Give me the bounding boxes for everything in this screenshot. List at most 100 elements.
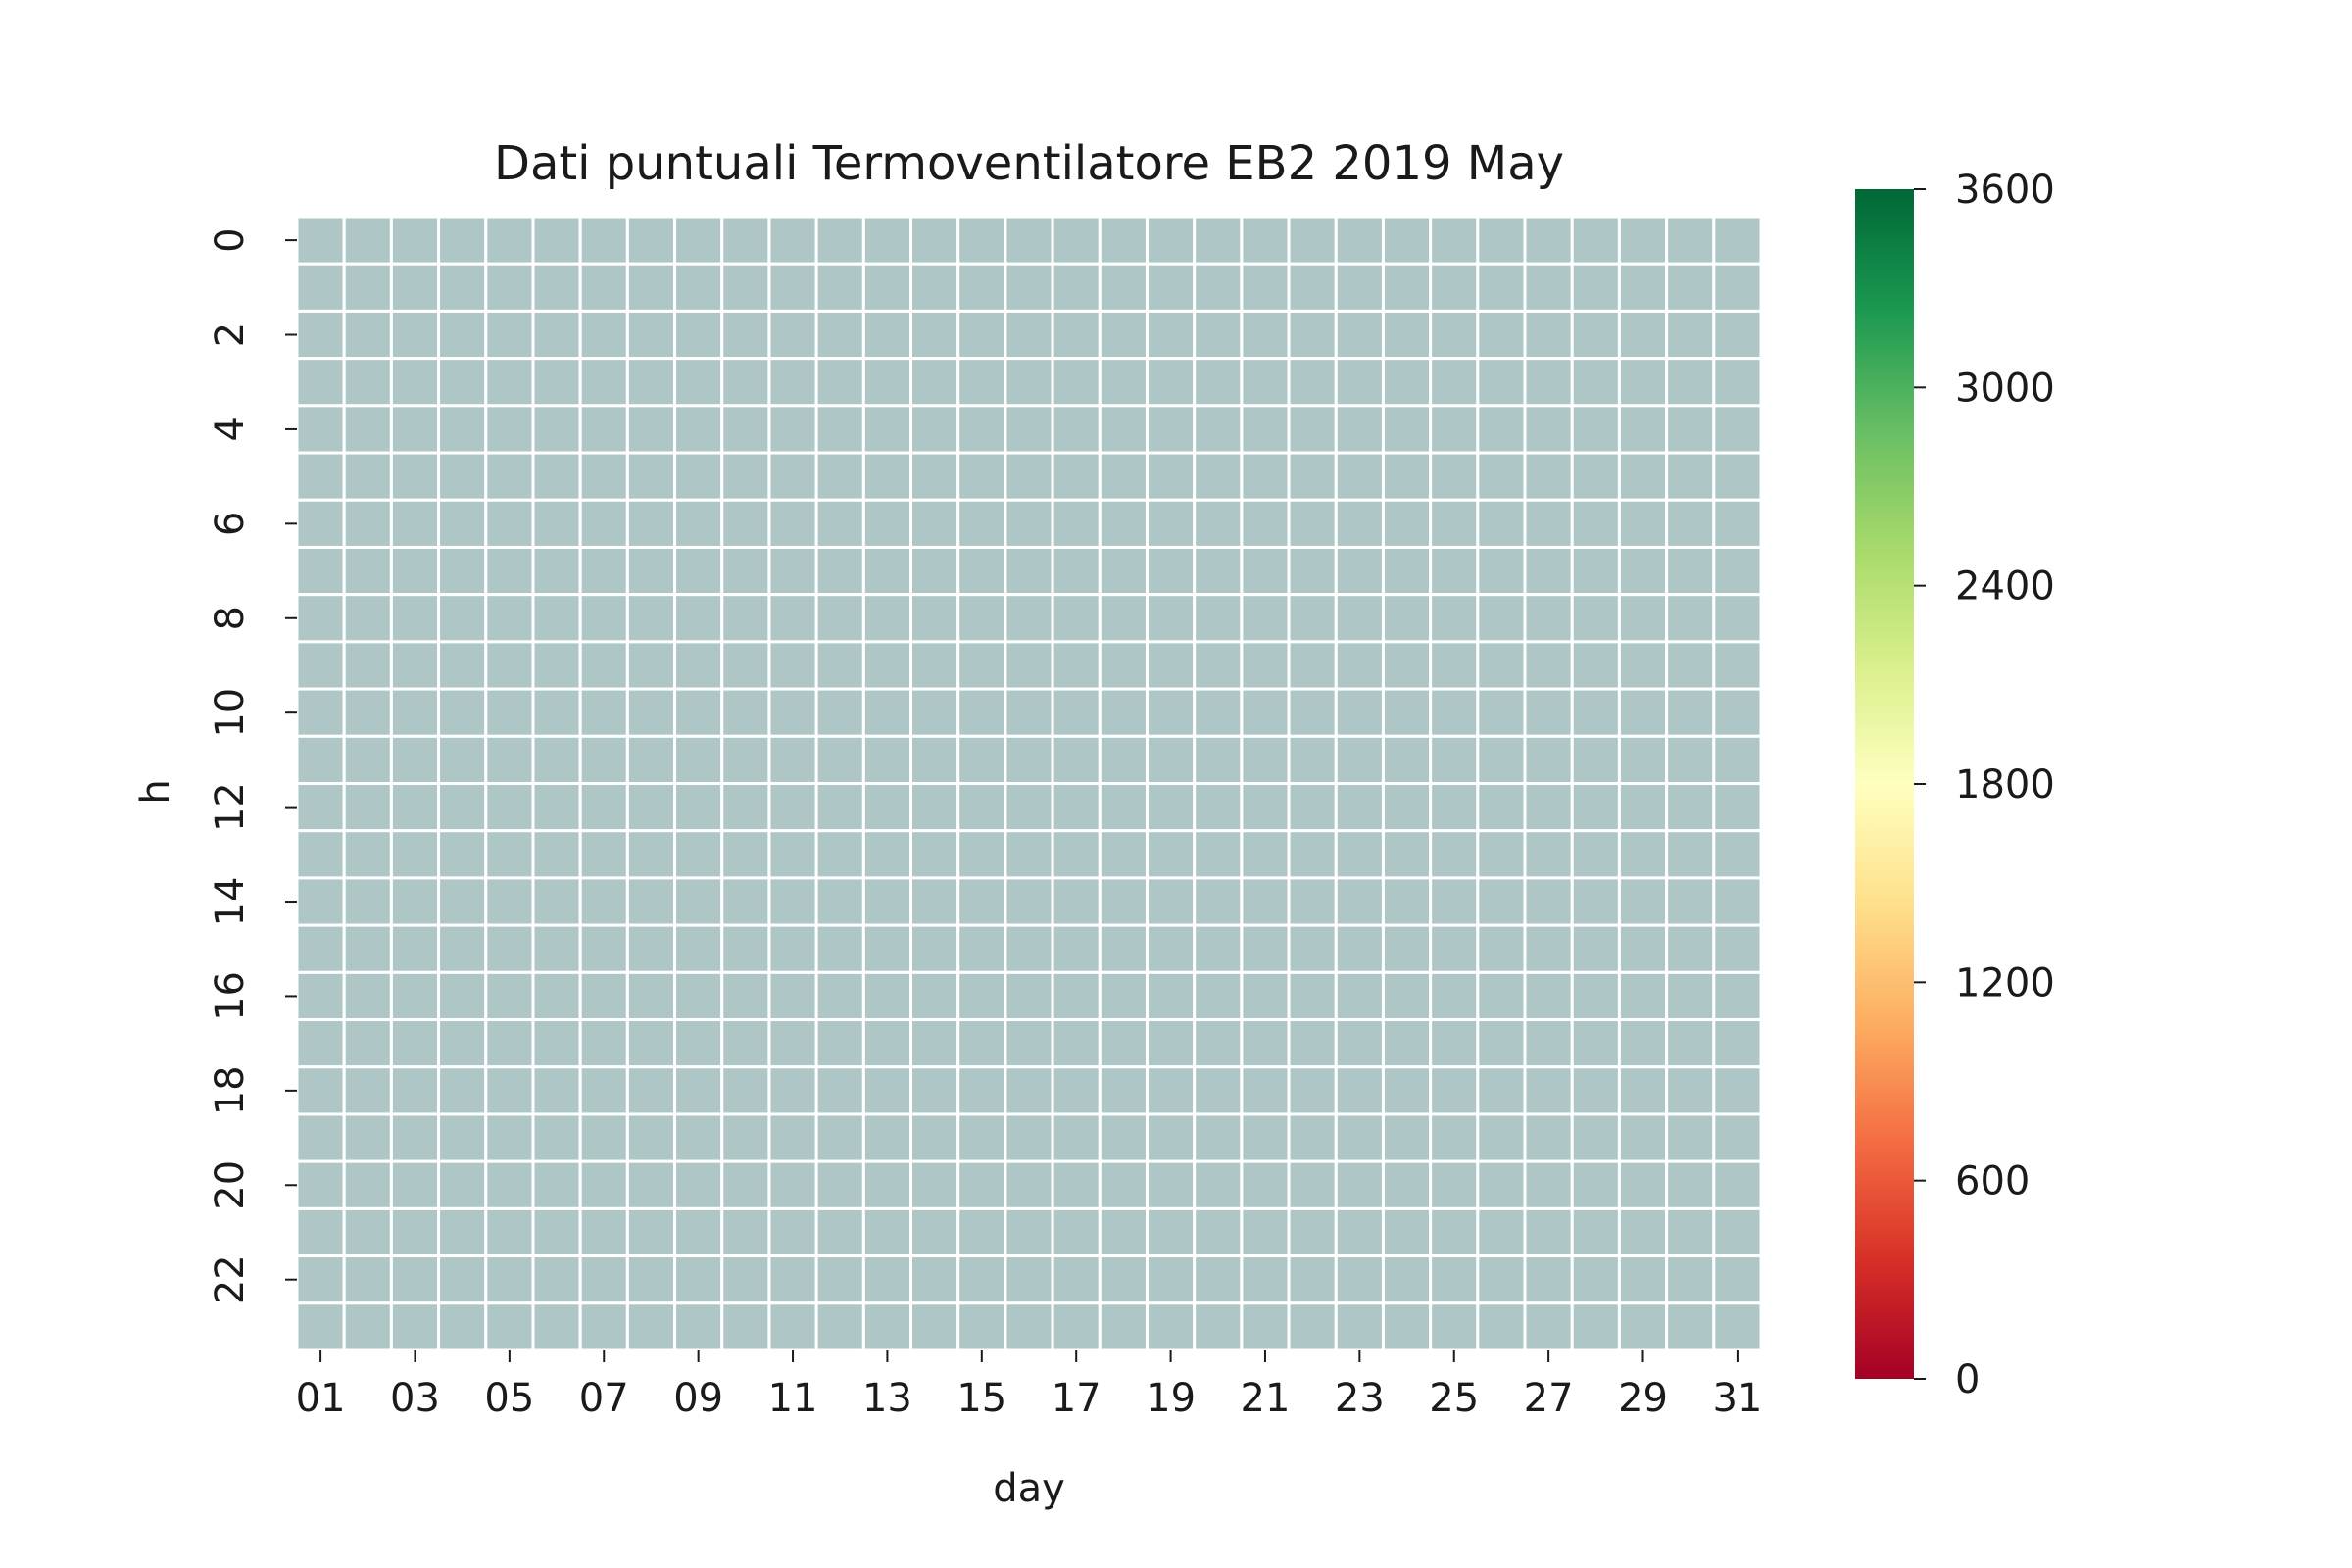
heatmap-cell xyxy=(484,404,535,455)
heatmap-cell xyxy=(1004,215,1054,266)
heatmap-cell xyxy=(1429,1254,1480,1305)
heatmap-cell xyxy=(1287,876,1338,927)
y-tick-label: 14 xyxy=(208,877,253,927)
heatmap-cell xyxy=(767,876,818,927)
heatmap-cell xyxy=(814,923,865,974)
heatmap-cell xyxy=(437,1301,488,1352)
heatmap-cell xyxy=(1665,782,1716,833)
heatmap-cell xyxy=(1381,1159,1433,1210)
x-tick-label: 15 xyxy=(956,1376,1006,1421)
heatmap-cell xyxy=(1570,593,1621,644)
heatmap-cell xyxy=(673,687,724,738)
heatmap-cell xyxy=(1523,1159,1574,1210)
heatmap-cell xyxy=(1051,498,1102,549)
heatmap-cell xyxy=(389,498,441,549)
heatmap-cell xyxy=(720,215,771,266)
heatmap-cell xyxy=(814,829,865,880)
heatmap-cell xyxy=(720,970,771,1022)
heatmap-cell xyxy=(1240,1301,1291,1352)
x-tick-label: 17 xyxy=(1052,1376,1102,1421)
heatmap-cell xyxy=(625,782,677,833)
heatmap-cell xyxy=(1476,262,1527,313)
heatmap-cell xyxy=(1665,734,1716,786)
heatmap-cell xyxy=(295,215,346,266)
heatmap-cell xyxy=(578,782,629,833)
heatmap-cell xyxy=(1004,687,1054,738)
heatmap-cell xyxy=(531,1159,582,1210)
heatmap-cell xyxy=(1665,357,1716,408)
heatmap-cell xyxy=(720,309,771,361)
heatmap-cell xyxy=(1523,640,1574,691)
heatmap-cell xyxy=(1098,1159,1149,1210)
heatmap-cell xyxy=(673,876,724,927)
heatmap-cell xyxy=(1193,451,1244,502)
heatmap-cell xyxy=(1523,829,1574,880)
heatmap-cell xyxy=(720,451,771,502)
heatmap-cell xyxy=(1476,404,1527,455)
heatmap-cell xyxy=(1145,593,1197,644)
heatmap-cell xyxy=(1712,923,1763,974)
heatmap-cell xyxy=(1145,357,1197,408)
heatmap-cell xyxy=(437,734,488,786)
heatmap-cell xyxy=(1098,545,1149,597)
heatmap-cell xyxy=(484,734,535,786)
heatmap-cell xyxy=(531,451,582,502)
heatmap-cell xyxy=(342,262,393,313)
heatmap-cell xyxy=(814,1301,865,1352)
heatmap-cell xyxy=(295,923,346,974)
heatmap-cell xyxy=(389,404,441,455)
heatmap-cell xyxy=(1665,970,1716,1022)
heatmap-cell xyxy=(767,1065,818,1116)
heatmap-cell xyxy=(1193,829,1244,880)
heatmap-cell xyxy=(1381,687,1433,738)
heatmap-cell xyxy=(1523,1112,1574,1163)
heatmap-cell xyxy=(673,1301,724,1352)
heatmap-cell xyxy=(1665,545,1716,597)
heatmap-cell xyxy=(1004,782,1054,833)
heatmap-cell xyxy=(861,1301,913,1352)
heatmap-cell xyxy=(861,782,913,833)
x-tick-label: 01 xyxy=(296,1376,346,1421)
heatmap-cell xyxy=(295,1254,346,1305)
heatmap-cell xyxy=(1570,1112,1621,1163)
y-tick-label: 20 xyxy=(208,1160,253,1210)
heatmap-cell xyxy=(1570,1206,1621,1258)
heatmap-cell xyxy=(295,1112,346,1163)
heatmap-cell xyxy=(1334,309,1385,361)
heatmap-cell xyxy=(1381,640,1433,691)
heatmap-cell xyxy=(1287,498,1338,549)
heatmap-cell xyxy=(578,1065,629,1116)
heatmap-cell xyxy=(1145,1301,1197,1352)
heatmap-cell xyxy=(531,357,582,408)
heatmap-cell xyxy=(673,734,724,786)
heatmap-cell xyxy=(1240,970,1291,1022)
heatmap-cell xyxy=(673,1112,724,1163)
heatmap-cell xyxy=(767,923,818,974)
heatmap-cell xyxy=(1004,262,1054,313)
heatmap-cell xyxy=(531,970,582,1022)
heatmap-cell xyxy=(814,1206,865,1258)
heatmap-cell xyxy=(1429,782,1480,833)
heatmap-cell xyxy=(437,593,488,644)
heatmap-cell xyxy=(625,876,677,927)
y-tick-label: 6 xyxy=(208,512,253,536)
heatmap-cell xyxy=(342,1018,393,1069)
heatmap-cell xyxy=(1712,1112,1763,1163)
heatmap-cell xyxy=(295,1159,346,1210)
heatmap-cell xyxy=(531,1254,582,1305)
heatmap-cell xyxy=(1334,498,1385,549)
heatmap-cell xyxy=(1051,262,1102,313)
heatmap-cell xyxy=(1429,923,1480,974)
heatmap-cell xyxy=(1617,1206,1669,1258)
heatmap-cell xyxy=(1287,357,1338,408)
heatmap-cell xyxy=(531,1065,582,1116)
heatmap-cell xyxy=(767,545,818,597)
heatmap-cell xyxy=(1665,262,1716,313)
heatmap-cell xyxy=(625,309,677,361)
heatmap-cell xyxy=(1334,1159,1385,1210)
heatmap-cell xyxy=(1193,1206,1244,1258)
heatmap-cell xyxy=(1287,687,1338,738)
heatmap-cell xyxy=(1570,215,1621,266)
heatmap-cell xyxy=(956,498,1007,549)
